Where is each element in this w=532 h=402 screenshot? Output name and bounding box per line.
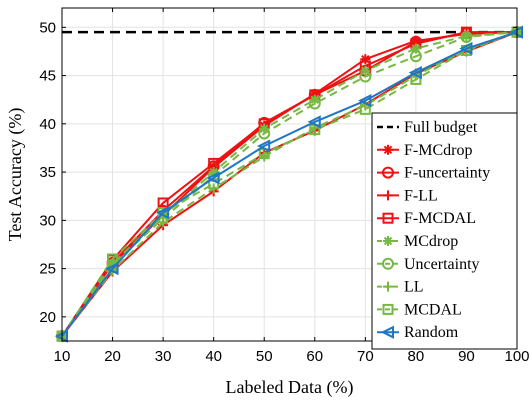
legend-item-f-ll: F-LL <box>377 187 438 204</box>
legend-item-ll: LL <box>377 279 424 296</box>
legend-label: LL <box>404 279 424 296</box>
legend-label: Full budget <box>404 119 478 136</box>
legend-marker <box>383 236 393 246</box>
series-line-f-mcdal <box>61 31 517 337</box>
x-tick-label: 50 <box>256 348 273 365</box>
legend-item-f-uncertainty: F-uncertainty <box>377 165 490 182</box>
y-tick-label: 40 <box>39 116 56 133</box>
data-point-random <box>408 66 422 80</box>
series-line-random <box>61 31 518 337</box>
x-tick-label: 10 <box>54 348 71 365</box>
data-point-uncertainty <box>258 127 271 140</box>
legend-label: Uncertainty <box>404 256 480 273</box>
series-line-mcdal <box>61 31 518 337</box>
y-tick-label: 25 <box>39 261 56 278</box>
legend-item-mcdal: MCDAL <box>377 301 462 318</box>
legend-label: F-MCdrop <box>404 142 472 159</box>
legend-marker <box>382 212 394 224</box>
legend-item-f-mcdal: F-MCDAL <box>377 210 476 227</box>
tick-layer: 10 20 30 40 50 60 70 80 90 100 20 25 30 35 40 45 50 <box>39 8 530 365</box>
x-tick-label: 30 <box>155 348 172 365</box>
legend-label: Random <box>404 324 459 341</box>
x-tick-label: 60 <box>306 348 323 365</box>
legend-marker <box>383 144 393 155</box>
data-point-uncertainty <box>308 97 321 110</box>
data-point-random <box>105 261 119 276</box>
legend-marker <box>383 281 393 292</box>
legend-marker <box>382 303 394 315</box>
x-axis-label: Labeled Data (%) <box>226 377 354 398</box>
x-tick-label: 90 <box>458 348 475 365</box>
series-random <box>54 25 523 343</box>
legend-label: F-MCDAL <box>404 210 476 227</box>
legend-item-random: Random <box>377 324 459 341</box>
data-point-uncertainty <box>460 30 473 43</box>
legend-label: MCDAL <box>404 301 462 318</box>
data-point-random <box>459 41 473 56</box>
data-point-random <box>206 171 220 185</box>
data-point-ll <box>158 217 169 228</box>
x-tick-label: 40 <box>205 348 222 365</box>
data-point-uncertainty <box>409 50 422 63</box>
y-axis-label: Test Accuracy (%) <box>5 108 26 242</box>
x-tick-label: 20 <box>104 348 121 365</box>
legend-item-mcdrop: MCdrop <box>377 233 458 250</box>
y-tick-label: 35 <box>39 164 56 181</box>
legend-marker <box>380 325 394 339</box>
y-tick-label: 30 <box>39 212 56 229</box>
data-point-mcdal <box>107 253 119 265</box>
legend-marker <box>383 190 393 201</box>
legend-item-f-mcdrop: F-MCdrop <box>377 142 472 159</box>
y-tick-label: 45 <box>39 68 56 85</box>
data-point-random <box>307 115 321 129</box>
legend: Full budget F-MCdrop F-uncertainty F-LL F-MC… <box>371 112 518 350</box>
data-point-random <box>256 139 271 153</box>
x-tick-label: 70 <box>357 348 374 365</box>
x-tick-label: 100 <box>504 348 529 365</box>
data-point-random <box>155 206 170 220</box>
y-tick-label: 50 <box>39 19 56 36</box>
legend-label: F-uncertainty <box>404 165 490 182</box>
y-tick-label: 20 <box>39 309 56 326</box>
legend-item-uncertainty: Uncertainty <box>377 256 480 273</box>
data-point-random <box>358 94 372 108</box>
legend-marker <box>382 166 394 179</box>
legend-label: MCdrop <box>404 233 458 250</box>
data-point-mcdal <box>359 103 371 115</box>
x-tick-label: 80 <box>408 348 425 365</box>
legend-item-full-budget: Full budget <box>377 119 478 136</box>
data-point-uncertainty <box>359 70 372 83</box>
legend-label: F-LL <box>404 187 438 204</box>
legend-marker <box>382 257 394 270</box>
